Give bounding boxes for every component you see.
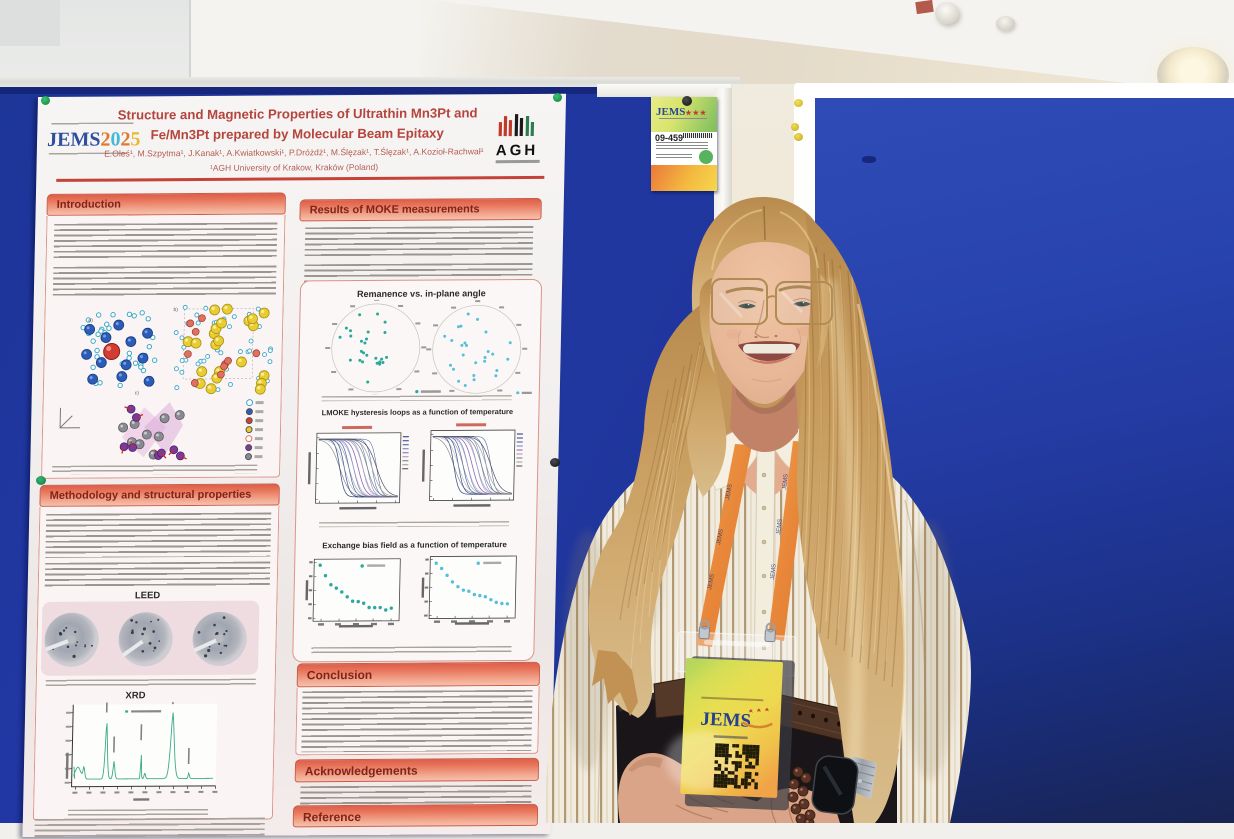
svg-text:c): c) [135,390,140,396]
svg-text:b): b) [173,307,178,313]
svg-text:AGH: AGH [496,142,539,159]
svg-text:a): a) [88,318,93,324]
svg-text:JEMS: JEMS [700,709,752,732]
